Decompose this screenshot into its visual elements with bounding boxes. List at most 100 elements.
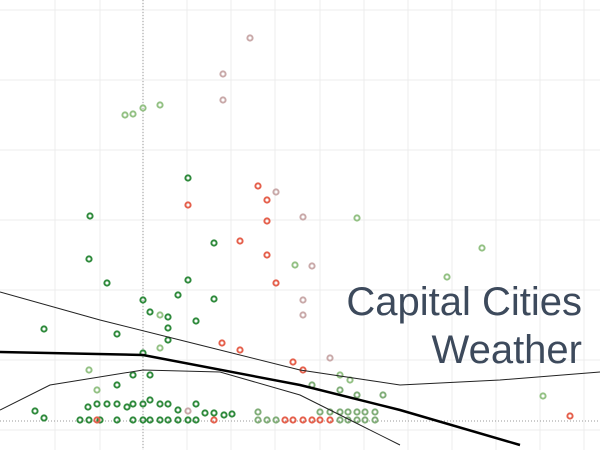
- point: [353, 214, 361, 222]
- point: [228, 410, 236, 418]
- point: [76, 416, 84, 424]
- point: [353, 408, 361, 416]
- point: [371, 408, 379, 416]
- point: [316, 416, 324, 424]
- point: [103, 400, 111, 408]
- point: [272, 279, 280, 287]
- point: [210, 239, 218, 247]
- point: [113, 330, 121, 338]
- point: [113, 416, 121, 424]
- point: [443, 273, 451, 281]
- point: [254, 408, 262, 416]
- point: [478, 244, 486, 252]
- point: [146, 416, 154, 424]
- point: [263, 416, 271, 424]
- point: [129, 371, 137, 379]
- point: [164, 336, 172, 344]
- point: [93, 386, 101, 394]
- chart-title: Capital Cities Weather: [346, 280, 582, 372]
- point: [146, 396, 154, 404]
- point: [361, 408, 369, 416]
- point: [316, 408, 324, 416]
- fit-line: [0, 291, 600, 386]
- point: [93, 416, 101, 424]
- point: [379, 391, 387, 399]
- point: [156, 101, 164, 109]
- point: [192, 317, 200, 325]
- point: [85, 416, 93, 424]
- point: [371, 416, 379, 424]
- point: [192, 400, 200, 408]
- point: [344, 408, 352, 416]
- point: [210, 295, 218, 303]
- point: [85, 255, 93, 263]
- point: [291, 261, 299, 269]
- point: [129, 416, 137, 424]
- point: [184, 416, 192, 424]
- point: [336, 416, 344, 424]
- point: [219, 96, 227, 104]
- point: [263, 217, 271, 225]
- point: [220, 411, 228, 419]
- point: [299, 213, 307, 221]
- point: [184, 407, 192, 415]
- point: [254, 182, 262, 190]
- point: [139, 416, 147, 424]
- point: [326, 354, 334, 362]
- point: [96, 416, 104, 424]
- point: [184, 174, 192, 182]
- point: [539, 392, 547, 400]
- point: [263, 251, 271, 259]
- point: [31, 407, 39, 415]
- point: [164, 416, 172, 424]
- point: [236, 346, 244, 354]
- point: [129, 110, 137, 118]
- point: [326, 416, 334, 424]
- point: [103, 279, 111, 287]
- point: [123, 403, 131, 411]
- point: [139, 296, 147, 304]
- point: [254, 416, 262, 424]
- point: [146, 371, 154, 379]
- point: [139, 104, 147, 112]
- point: [40, 414, 48, 422]
- point: [156, 400, 164, 408]
- point: [353, 416, 361, 424]
- point: [272, 416, 280, 424]
- point: [40, 325, 48, 333]
- point: [164, 324, 172, 332]
- point: [299, 296, 307, 304]
- point: [281, 416, 289, 424]
- point: [184, 276, 192, 284]
- point: [236, 237, 244, 245]
- point: [146, 308, 154, 316]
- point: [299, 416, 307, 424]
- point: [129, 400, 137, 408]
- point: [139, 400, 147, 408]
- point: [246, 34, 254, 42]
- point: [174, 416, 182, 424]
- point: [263, 196, 271, 204]
- point: [289, 358, 297, 366]
- point: [219, 70, 227, 78]
- point: [156, 416, 164, 424]
- point: [299, 311, 307, 319]
- point: [86, 212, 94, 220]
- point: [84, 403, 92, 411]
- fit-line: [0, 369, 401, 446]
- point: [164, 400, 172, 408]
- point: [192, 416, 200, 424]
- point: [156, 344, 164, 352]
- point: [85, 366, 93, 374]
- point: [201, 409, 209, 417]
- point: [113, 381, 121, 389]
- point: [336, 386, 344, 394]
- point: [184, 201, 192, 209]
- point: [308, 262, 316, 270]
- point: [164, 313, 172, 321]
- point: [289, 416, 297, 424]
- point: [353, 391, 361, 399]
- point: [210, 409, 218, 417]
